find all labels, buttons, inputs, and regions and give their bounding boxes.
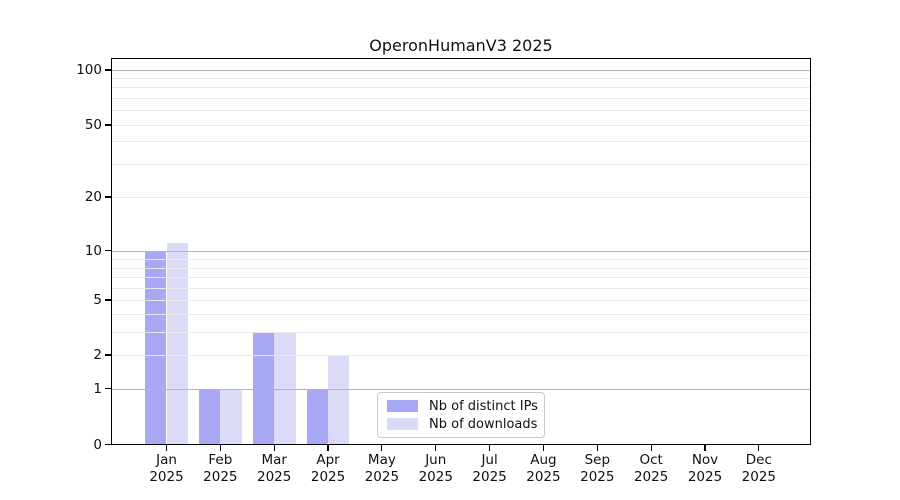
x-tick-label-aug-2025: Aug 2025 <box>526 452 561 485</box>
y-tick-label-10: 10 <box>84 242 102 259</box>
x-tick-mark-jul-2025 <box>489 444 491 451</box>
x-tick-mark-jun-2025 <box>435 444 437 451</box>
y-tick-label-0: 0 <box>93 436 102 453</box>
chart-title: OperonHumanV3 2025 <box>369 36 553 55</box>
y-tick-mark-5 <box>105 299 112 301</box>
major-gridline-10 <box>112 250 811 252</box>
legend-item-distinct-ips: Nb of distinct IPs <box>387 398 538 414</box>
y-tick-mark-1 <box>105 387 112 390</box>
x-tick-mark-sep-2025 <box>596 444 598 451</box>
x-tick-mark-may-2025 <box>381 444 383 451</box>
y-tick-mark-50 <box>105 124 112 126</box>
x-tick-mark-mar-2025 <box>273 444 275 451</box>
minor-gridline-30 <box>112 164 811 165</box>
legend: Nb of distinct IPs Nb of downloads <box>377 392 545 438</box>
minor-gridline-60 <box>112 110 811 111</box>
major-gridline-100 <box>112 70 811 71</box>
bar-nb-of-distinct-ips-apr-2025 <box>306 388 329 445</box>
bar-nb-of-distinct-ips-mar-2025 <box>252 332 275 445</box>
minor-gridline-40 <box>112 141 811 142</box>
x-tick-mark-feb-2025 <box>219 444 221 451</box>
y-tick-label-2: 2 <box>93 347 102 363</box>
minor-gridline-4 <box>112 314 811 315</box>
minor-gridline-2 <box>112 355 811 356</box>
x-tick-label-nov-2025: Nov 2025 <box>687 452 723 485</box>
y-tick-mark-10 <box>105 249 112 252</box>
y-tick-label-1: 1 <box>93 380 102 397</box>
y-tick-mark-0 <box>105 443 112 446</box>
minor-gridline-8 <box>112 268 811 269</box>
x-tick-label-oct-2025: Oct 2025 <box>633 452 669 485</box>
x-tick-mark-oct-2025 <box>650 444 652 451</box>
x-tick-label-feb-2025: Feb 2025 <box>203 452 238 485</box>
minor-gridline-80 <box>112 87 811 88</box>
plot-area-border <box>111 58 811 445</box>
legend-swatch-downloads <box>387 417 418 431</box>
x-tick-mark-aug-2025 <box>542 444 545 451</box>
bar-nb-of-downloads-feb-2025 <box>220 388 242 445</box>
minor-gridline-50 <box>112 125 811 126</box>
minor-gridline-5 <box>112 300 811 301</box>
bar-nb-of-downloads-apr-2025 <box>328 355 350 445</box>
x-tick-label-jan-2025: Jan 2025 <box>149 452 184 485</box>
x-tick-mark-apr-2025 <box>327 444 329 451</box>
minor-gridline-7 <box>112 277 811 278</box>
major-gridline-1 <box>112 388 811 390</box>
legend-label-downloads: Nb of downloads <box>429 416 538 432</box>
y-tick-mark-100 <box>105 69 112 71</box>
bar-nb-of-distinct-ips-feb-2025 <box>198 388 221 445</box>
minor-gridline-70 <box>112 98 811 99</box>
bar-nb-of-distinct-ips-jan-2025 <box>145 250 167 445</box>
x-tick-label-apr-2025: Apr 2025 <box>310 452 346 485</box>
minor-gridline-90 <box>112 78 811 79</box>
y-tick-label-20: 20 <box>84 189 102 205</box>
minor-gridline-9 <box>112 259 811 260</box>
x-tick-mark-dec-2025 <box>758 444 760 451</box>
y-tick-mark-2 <box>105 354 112 356</box>
x-tick-label-sep-2025: Sep 2025 <box>580 452 615 485</box>
bar-nb-of-downloads-jan-2025 <box>166 243 188 445</box>
legend-label-distinct-ips: Nb of distinct IPs <box>429 398 538 414</box>
x-tick-label-jul-2025: Jul 2025 <box>472 452 507 485</box>
legend-item-downloads: Nb of downloads <box>387 416 538 432</box>
minor-gridline-6 <box>112 288 811 289</box>
x-tick-mark-jan-2025 <box>165 444 168 451</box>
y-tick-label-50: 50 <box>84 117 102 133</box>
x-tick-mark-nov-2025 <box>704 444 706 451</box>
minor-gridline-3 <box>112 332 811 333</box>
y-tick-label-5: 5 <box>93 292 102 308</box>
x-tick-label-dec-2025: Dec 2025 <box>741 452 777 485</box>
minor-gridline-20 <box>112 197 811 198</box>
x-tick-label-jun-2025: Jun 2025 <box>418 452 453 485</box>
x-tick-label-mar-2025: Mar 2025 <box>257 452 292 485</box>
legend-swatch-distinct-ips <box>387 399 418 413</box>
y-tick-mark-20 <box>105 196 112 198</box>
x-tick-label-may-2025: May 2025 <box>364 452 400 485</box>
bar-nb-of-downloads-mar-2025 <box>274 332 296 445</box>
y-tick-label-100: 100 <box>76 62 102 78</box>
